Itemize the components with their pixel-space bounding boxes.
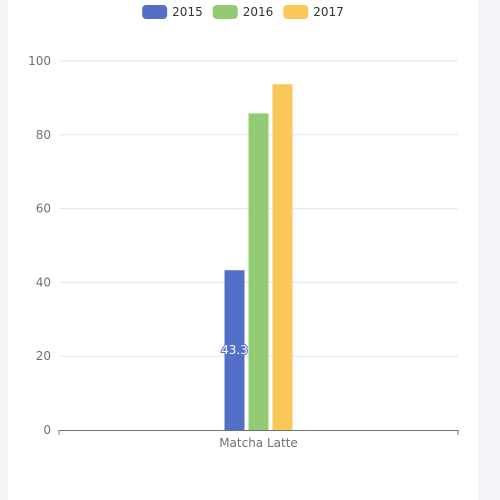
bar-2017[interactable] <box>272 84 293 430</box>
legend-label: 2016 <box>243 5 274 19</box>
x-category-label: Matcha Latte <box>219 436 298 450</box>
y-tick-label: 20 <box>36 349 51 363</box>
bar-2016[interactable] <box>248 113 269 430</box>
y-tick-label: 0 <box>43 423 51 437</box>
legend-swatch <box>142 5 168 19</box>
y-tick-label: 60 <box>36 202 51 216</box>
y-tick-label: 80 <box>36 128 51 142</box>
legend-label: 2017 <box>313 5 344 19</box>
y-tick-label: 40 <box>36 275 51 289</box>
x-axis: Matcha Latte <box>58 430 459 450</box>
bar-2015[interactable] <box>224 270 245 430</box>
data-label-2015: 43.3 <box>221 343 248 357</box>
bar-chart: 2015 2016 2017 0 20 40 60 80 100 Matcha Latte 4… <box>28 5 459 450</box>
legend-label: 2015 <box>172 5 203 19</box>
legend-item-2016[interactable]: 2016 <box>212 5 274 19</box>
y-axis: 0 20 40 60 80 100 <box>28 54 51 437</box>
y-tick-label: 100 <box>28 54 51 68</box>
legend-swatch <box>283 5 309 19</box>
legend: 2015 2016 2017 <box>142 5 344 19</box>
legend-item-2015[interactable]: 2015 <box>142 5 203 19</box>
chart-card: 2015 2016 2017 0 20 40 60 80 100 Matcha Latte 4… <box>8 0 478 500</box>
bars <box>224 84 293 430</box>
legend-swatch <box>212 5 238 19</box>
legend-item-2017[interactable]: 2017 <box>283 5 344 19</box>
data-labels: 43.3 <box>220 342 249 358</box>
